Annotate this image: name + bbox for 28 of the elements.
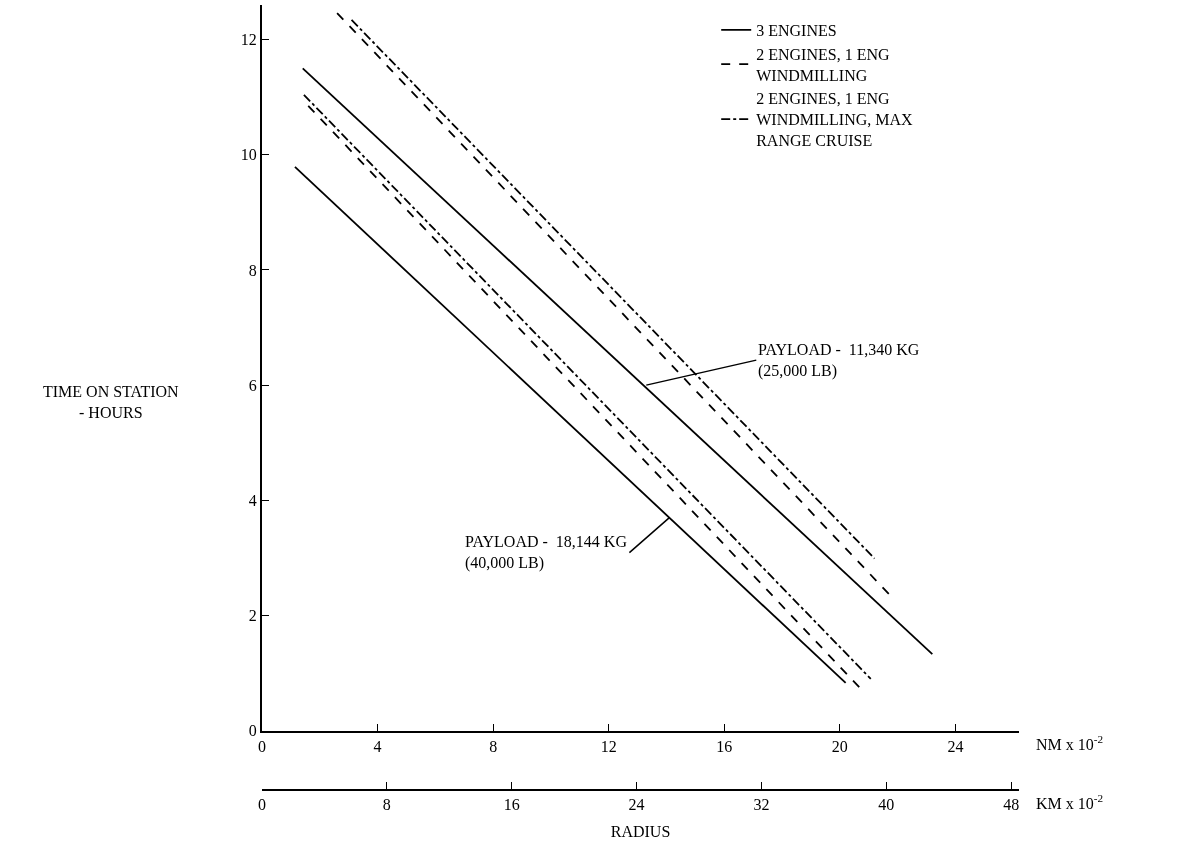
x-tick-label: 24 [947,737,964,755]
x-tick-label: 12 [600,737,617,755]
annotation: PAYLOAD - 18,144 KG (40,000 LB) [465,533,628,572]
x2-tick-label: 16 [503,796,520,814]
x-tick-label: 16 [716,737,733,755]
x-tick-label: 4 [373,737,382,755]
y-tick-label: 12 [240,31,257,49]
x2-tick-label: 48 [1003,796,1020,814]
text: KM x 10$^{-2}$ [1036,792,1104,812]
x-axis-title: RADIUS [610,822,671,840]
y-tick-label: 0 [248,722,257,740]
y-tick-label: 4 [248,491,257,509]
x2-tick-label: 40 [878,796,895,814]
y-tick-label: 2 [248,607,257,625]
y-tick-label: 6 [248,376,257,394]
y-tick-label: 10 [240,146,257,164]
y-tick-label: 8 [248,261,257,279]
text: NM x 10$^{-2}$ [1036,733,1104,753]
y-axis-title: TIME ON STATION - HOURS [43,383,180,421]
x2-tick-label: 32 [753,796,770,814]
x-tick-label: 20 [831,737,848,755]
legend-label: 2 ENGINES, 1 ENG WINDMILLING, MAX RANGE CRUISE [756,90,914,150]
x2-tick-label: 8 [382,796,391,814]
annotation: PAYLOAD - 11,340 KG (25,000 LB) [758,341,920,380]
x2-tick-label: 24 [628,796,645,814]
x-tick-label: 8 [489,737,498,755]
legend-label: 3 ENGINES [756,22,837,40]
legend-label: 2 ENGINES, 1 ENG WINDMILLING [756,45,890,84]
